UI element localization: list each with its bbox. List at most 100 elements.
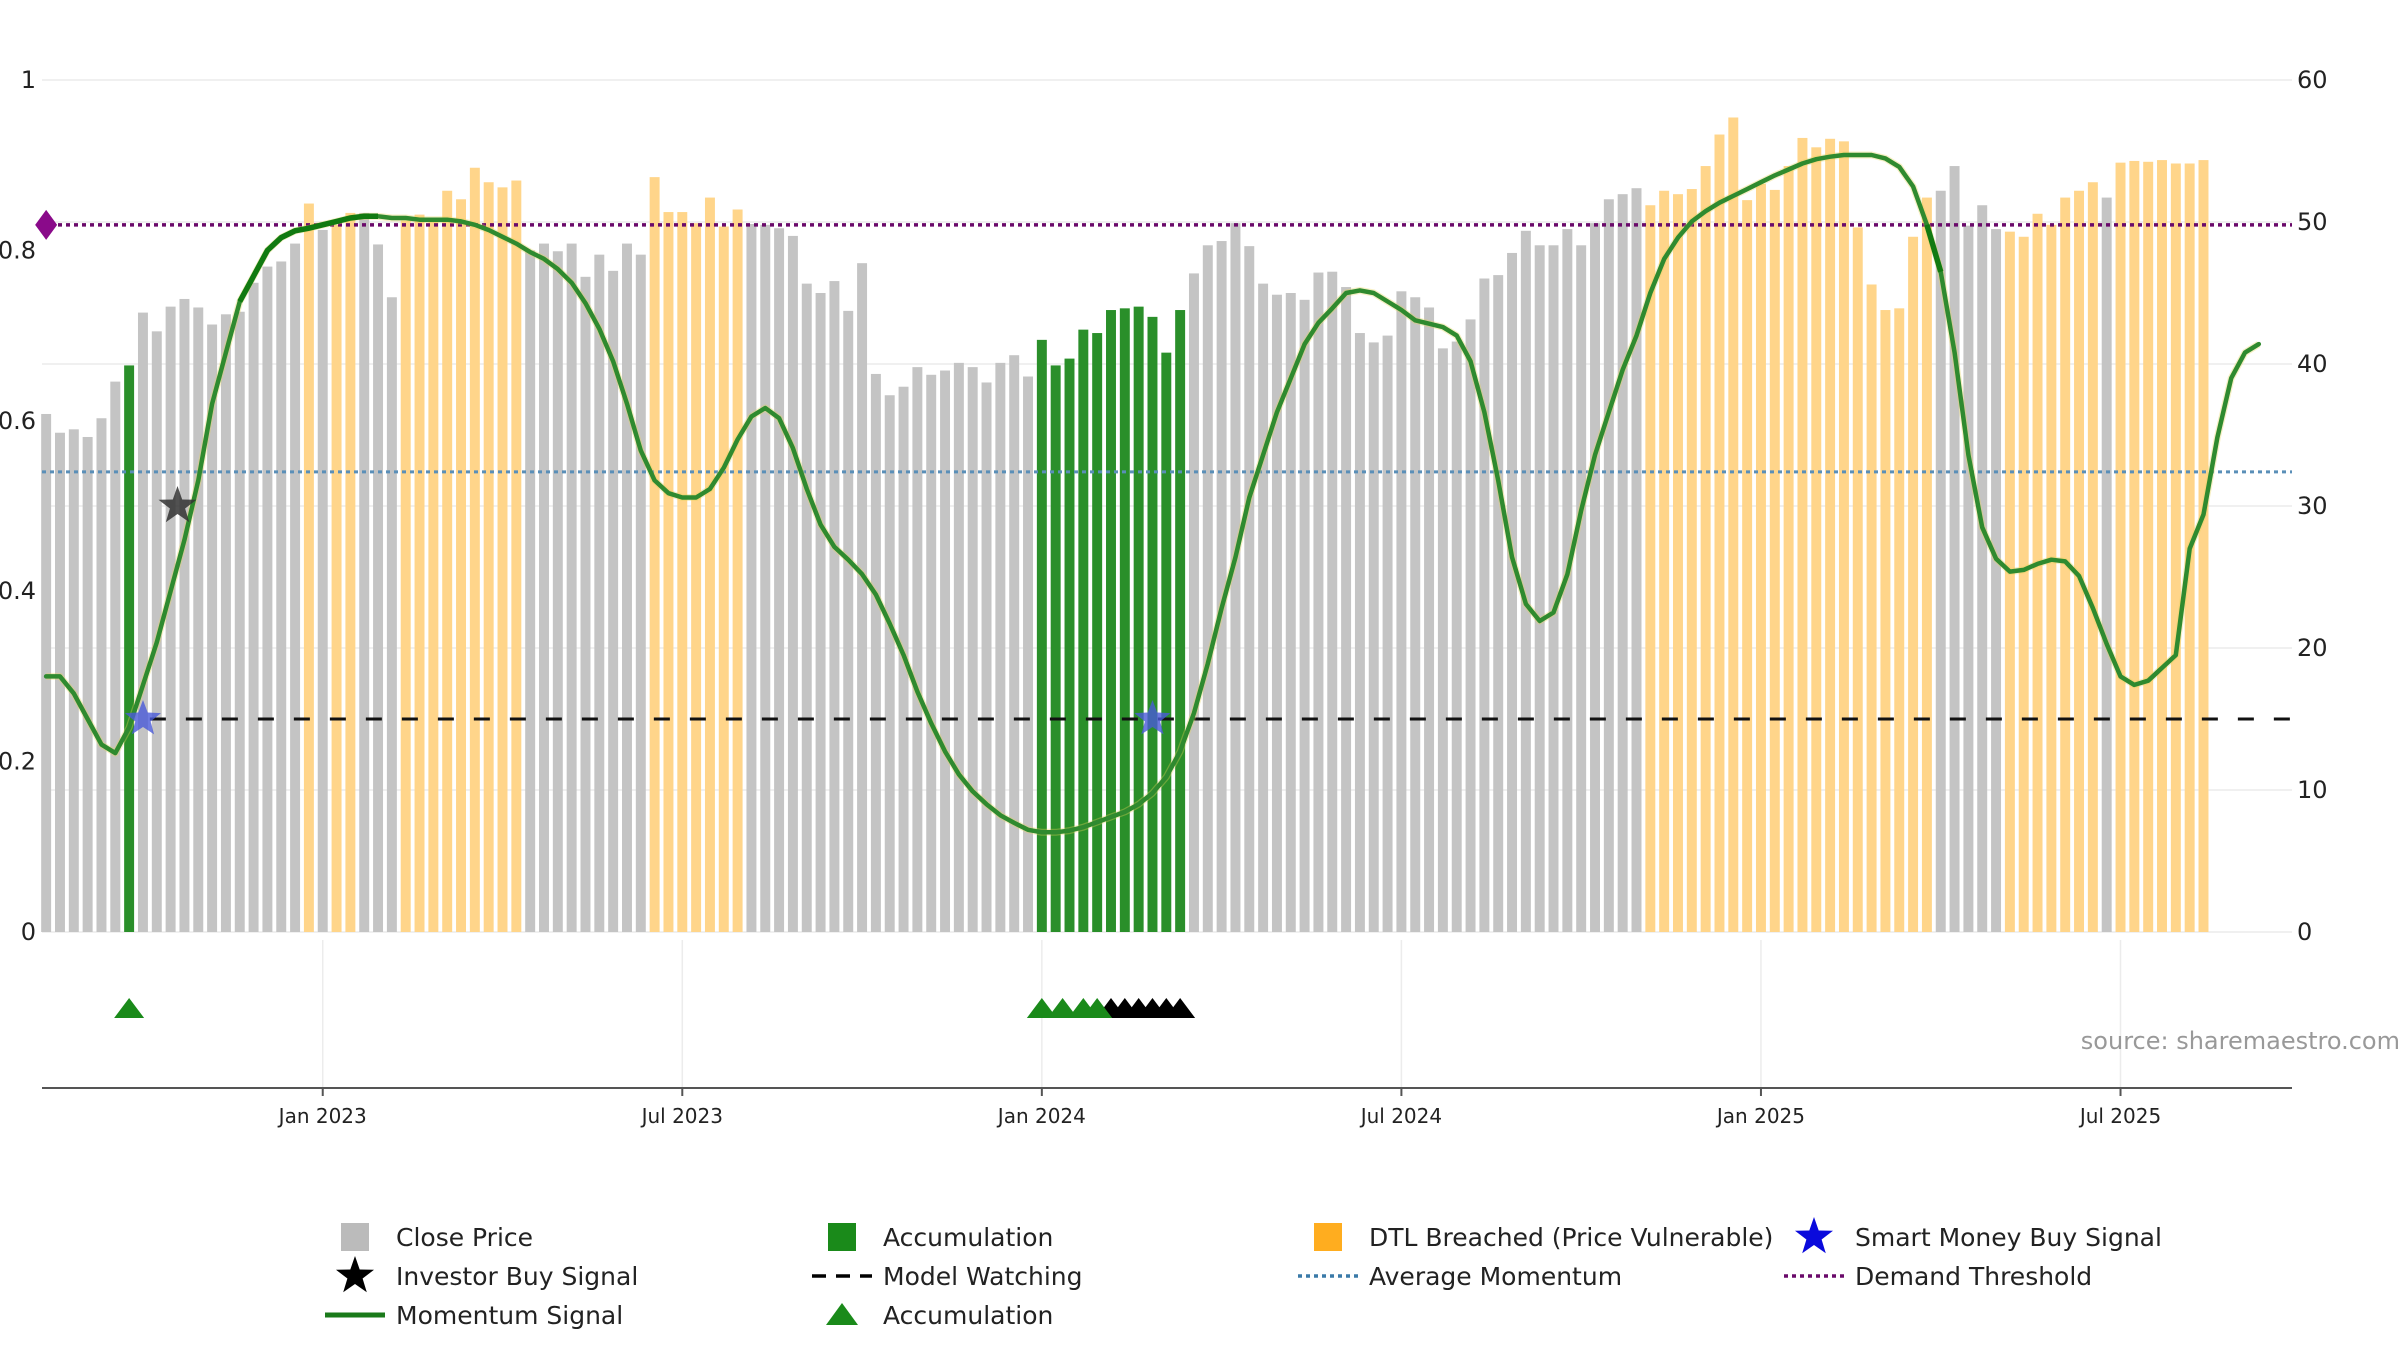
dtl-breached-bar-120	[1700, 166, 1711, 932]
right-axis-tick-label-2: 20	[2297, 634, 2328, 662]
close-price-bar-94	[1341, 287, 1352, 932]
close-price-bar-104	[1479, 278, 1490, 932]
close-price-bar-41	[608, 270, 619, 932]
dtl-breached-bar-126	[1783, 166, 1794, 932]
right-axis-tick-label-1: 10	[2297, 776, 2328, 804]
close-price-bar-38	[566, 243, 577, 933]
legend-label: Accumulation	[883, 1301, 1053, 1330]
close-price-bar-69	[995, 362, 1006, 932]
dtl-breached-bar-156	[2198, 160, 2209, 932]
x-axis-tick-label-2: Jan 2024	[996, 1104, 1086, 1128]
dtl-breached-bar-47	[691, 223, 702, 933]
close-price-bar-83	[1188, 273, 1199, 932]
close-price-bar-108	[1534, 245, 1545, 933]
close-price-bar-113	[1603, 199, 1614, 932]
left-axis-tick-label-1: 0.2	[0, 748, 36, 776]
close-price-bar-40	[594, 254, 605, 932]
left-axis-tick-label-0: 0	[21, 918, 36, 946]
legend-item-9: Accumulation	[826, 1301, 1053, 1330]
close-price-bar-114	[1617, 194, 1628, 933]
close-price-bar-89	[1271, 294, 1282, 933]
close-price-bar-54	[787, 235, 798, 932]
close-price-bar-7	[137, 312, 148, 932]
accumulation-triangles	[114, 998, 1196, 1018]
dtl-breached-bar-119	[1686, 189, 1697, 932]
legend-symbol-square	[1314, 1223, 1342, 1251]
right-axis-tick-label-3: 30	[2297, 492, 2328, 520]
accumulation-bar-74	[1064, 358, 1075, 932]
x-axis-tick-label-3: Jul 2024	[1359, 1104, 1442, 1128]
left-axis-tick-label-5: 1	[21, 66, 36, 94]
legend-label: Investor Buy Signal	[396, 1262, 638, 1291]
close-price-bar-71	[1023, 376, 1033, 933]
dtl-breached-bar-27	[414, 214, 425, 933]
accumulation-bar-72	[1036, 339, 1047, 932]
close-price-bar-97	[1382, 335, 1393, 933]
dtl-breached-bar-21	[331, 224, 342, 933]
close-price-bar-103	[1465, 319, 1476, 932]
close-price-bar-55	[801, 283, 812, 932]
legend-item-4: Investor Buy Signal	[336, 1256, 638, 1293]
signal-markers	[35, 209, 1171, 735]
close-price-bar-14	[234, 311, 245, 932]
accumulation-triangle-green-2	[1047, 998, 1078, 1018]
right-axis-tick-label-6: 60	[2297, 66, 2328, 94]
smart-money-buy-star-0	[124, 700, 161, 735]
close-price-bar-58	[843, 310, 854, 933]
close-price-bar-57	[829, 281, 840, 932]
dtl-breached-bar-133	[1880, 310, 1891, 932]
close-price-bar-42	[621, 243, 632, 933]
legend-label: Average Momentum	[1369, 1262, 1622, 1291]
close-price-bar-105	[1493, 275, 1504, 932]
close-price-bar-25	[386, 297, 397, 932]
close-price-bar-90	[1285, 293, 1296, 932]
close-price-bar-138	[1949, 166, 1960, 932]
dtl-breached-bar-19	[303, 203, 314, 933]
accumulation-bar-80	[1147, 316, 1158, 933]
legend: Close Price Accumulation DTL Breached (Pri…	[325, 1217, 2162, 1330]
momentum-signal-strong-0	[237, 213, 378, 303]
close-price-bar-35	[525, 250, 536, 932]
close-price-bar-112	[1590, 223, 1600, 933]
legend-symbol-star	[336, 1256, 374, 1293]
dtl-breached-bar-123	[1742, 200, 1753, 932]
dtl-breached-bar-134	[1894, 308, 1905, 932]
dtl-breached-bar-49	[718, 226, 729, 932]
dtl-breached-bar-128	[1811, 147, 1822, 933]
dtl-breached-bar-44	[649, 177, 660, 933]
dtl-breached-bar-148	[2087, 182, 2098, 933]
close-price-bar-109	[1548, 245, 1559, 933]
dtl-breached-bar-45	[663, 212, 674, 932]
close-price-bar-141	[1991, 229, 2002, 933]
x-axis-tick-label-5: Jul 2025	[2078, 1104, 2161, 1128]
close-price-bar-56	[815, 293, 826, 932]
legend-label: DTL Breached (Price Vulnerable)	[1369, 1223, 1773, 1252]
close-price-bar-102	[1451, 341, 1462, 933]
close-price-bar-111	[1576, 245, 1587, 933]
dtl-breached-bar-154	[2170, 163, 2181, 933]
close-price-bar-59	[857, 263, 868, 932]
accumulation-triangle-green-4	[1082, 998, 1113, 1018]
legend-item-1: Accumulation	[828, 1223, 1053, 1252]
close-price-bar-18	[290, 243, 301, 933]
close-price-bar-99	[1410, 297, 1421, 932]
smart-money-buy-star-1	[1134, 700, 1171, 735]
close-price-bar-101	[1437, 348, 1448, 932]
close-price-bar-93	[1327, 271, 1338, 932]
close-price-bar-36	[539, 243, 549, 933]
close-price-bar-68	[981, 382, 992, 933]
close-price-bar-8	[151, 331, 162, 933]
close-price-bar-43	[635, 254, 646, 932]
close-price-bar-16	[262, 266, 273, 932]
close-price-bar-12	[207, 324, 218, 932]
close-price-bar-51	[746, 223, 757, 932]
bars-group	[41, 117, 2209, 933]
close-price-bar-106	[1507, 252, 1518, 932]
accumulation-bar-78	[1119, 308, 1130, 932]
close-price-bar-65	[940, 370, 951, 933]
close-price-bar-17	[276, 261, 287, 932]
dtl-breached-bar-31	[469, 167, 480, 933]
dtl-breached-bar-22	[345, 212, 356, 933]
dtl-breached-bar-136	[1921, 197, 1932, 933]
momentum-signal-group	[43, 151, 2262, 836]
